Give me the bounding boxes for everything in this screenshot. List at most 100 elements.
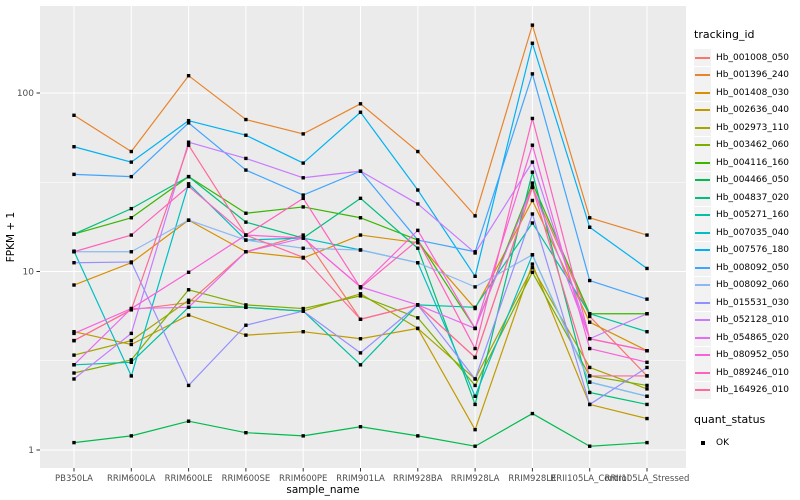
legend-item-Hb_080952_050: Hb_080952_050	[694, 346, 800, 365]
legend-item-Hb_004837_020: Hb_004837_020	[694, 189, 800, 207]
data-point-marker	[530, 181, 535, 185]
data-point-marker	[301, 205, 305, 209]
legend-key-swatch	[694, 101, 711, 119]
data-point-marker	[588, 374, 592, 378]
data-point-marker	[301, 233, 305, 237]
data-point-marker	[416, 238, 420, 242]
x-axis-tick-label: RRIM600PE	[279, 474, 327, 484]
y-axis-tick-label: 1	[28, 446, 34, 456]
data-point-marker	[301, 434, 305, 438]
legend-item-label: Hb_089246_010	[716, 367, 790, 378]
data-point-marker	[473, 383, 477, 388]
data-point-marker	[72, 145, 76, 149]
x-axis-tick-label: RRIM600LE	[165, 474, 213, 484]
data-point-marker	[645, 402, 649, 407]
data-point-marker	[588, 444, 592, 448]
legend-item-label: Hb_002973_110	[716, 122, 790, 133]
legend-line-swatch-icon	[695, 161, 710, 164]
legend-item-Hb_004466_050: Hb_004466_050	[694, 171, 800, 190]
legend-quant-status: quant_status OK	[694, 413, 800, 452]
data-point-marker	[530, 212, 535, 216]
legend-item-Hb_007035_040: Hb_007035_040	[694, 224, 800, 242]
legend-item-label: Hb_007035_040	[716, 227, 790, 238]
data-point-marker	[473, 444, 477, 448]
legend-key-swatch	[694, 84, 711, 102]
data-point-marker	[244, 133, 248, 137]
legend-key-swatch	[694, 259, 711, 277]
data-point-marker	[358, 169, 363, 173]
legend-item-label: Hb_003462_060	[716, 140, 790, 151]
data-point-marker	[301, 193, 305, 197]
x-axis-tick-label: RRII105LA_Control	[550, 474, 629, 484]
y-axis-tick-label: 100	[17, 89, 34, 99]
data-point-marker	[358, 216, 363, 220]
data-point-marker	[129, 233, 133, 237]
data-point-marker	[244, 303, 248, 307]
data-point-marker	[473, 427, 477, 432]
black-square-marker-icon	[700, 440, 705, 446]
data-point-marker	[72, 371, 76, 375]
data-point-marker	[588, 380, 592, 384]
data-point-marker	[473, 394, 477, 398]
data-point-marker	[473, 214, 477, 218]
data-point-marker	[645, 374, 649, 378]
x-axis-tick-label: RRIM928LE	[508, 474, 556, 484]
data-point-marker	[129, 260, 133, 264]
legend-item-label: Hb_001408_030	[716, 87, 790, 98]
data-point-marker	[416, 202, 420, 206]
legend-key-swatch	[694, 66, 711, 84]
y-axis-title: FPKM + 1	[5, 212, 17, 262]
data-point-marker	[473, 305, 477, 310]
data-point-marker	[588, 314, 592, 319]
legend-item-Hb_003462_060: Hb_003462_060	[694, 136, 800, 155]
data-point-marker	[244, 168, 248, 172]
data-point-marker	[72, 329, 76, 334]
data-point-marker	[72, 363, 76, 367]
data-point-marker	[186, 288, 191, 292]
data-point-marker	[72, 113, 76, 118]
data-point-marker	[416, 434, 420, 438]
data-point-marker	[588, 402, 592, 407]
data-point-marker	[588, 337, 592, 341]
data-point-marker	[72, 232, 76, 236]
legend-key-swatch	[694, 206, 711, 224]
data-point-marker	[530, 160, 535, 164]
data-point-marker	[473, 326, 477, 331]
data-point-marker	[645, 394, 649, 398]
data-point-marker	[301, 176, 305, 180]
data-point-marker	[186, 383, 191, 388]
data-point-marker	[244, 220, 248, 224]
data-point-marker	[530, 23, 535, 27]
data-point-marker	[244, 323, 248, 327]
legend-item-label: Hb_004837_020	[716, 192, 790, 203]
data-point-marker	[244, 333, 248, 337]
legend-item-quant-ok: OK	[694, 434, 800, 452]
data-point-marker	[358, 110, 363, 114]
legend-title-quant-status: quant_status	[694, 413, 766, 426]
data-point-marker	[416, 326, 420, 331]
data-point-marker	[301, 309, 305, 313]
data-point-marker	[645, 266, 649, 271]
data-point-marker	[588, 225, 592, 229]
data-point-marker	[588, 216, 592, 220]
data-point-marker	[129, 308, 133, 312]
legend-item-label: Hb_164926_010	[716, 385, 790, 396]
data-point-marker	[186, 121, 191, 125]
legend-item-label: Hb_052128_010	[716, 315, 790, 326]
data-point-marker	[645, 312, 649, 316]
legend-item-Hb_001008_050: Hb_001008_050	[694, 49, 800, 67]
data-point-marker	[588, 278, 592, 283]
data-point-marker	[588, 390, 592, 395]
x-axis-tick-label: RRIM901LA	[336, 474, 385, 484]
data-point-marker	[72, 338, 76, 343]
data-point-marker	[186, 140, 191, 144]
legend-item-label: Hb_005271_160	[716, 210, 790, 221]
legend-item-label: Hb_008092_050	[716, 262, 790, 273]
data-point-marker	[186, 118, 191, 123]
data-point-marker	[186, 182, 191, 186]
legend-key-swatch	[694, 434, 711, 451]
y-axis-tick-label: 10	[23, 268, 35, 278]
data-point-marker	[645, 416, 649, 421]
data-point-marker	[358, 317, 363, 321]
